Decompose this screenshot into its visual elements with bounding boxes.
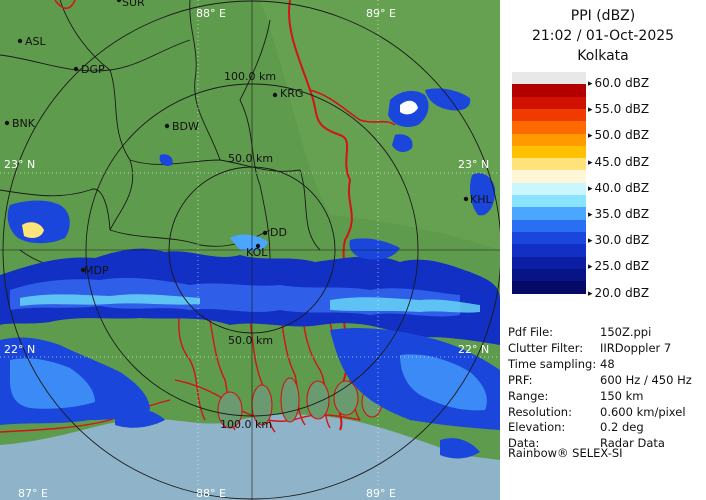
legend-label: 30.0 dBZ: [588, 233, 650, 247]
ring-label-100-south: 100.0 km: [220, 418, 272, 431]
place-krg: KRG: [280, 87, 303, 100]
place-dgp: DGP: [81, 63, 105, 76]
legend-band: [512, 72, 586, 85]
place-mdp: MDP: [84, 264, 109, 277]
metadata-key: Range:: [508, 388, 549, 403]
legend-band: [512, 231, 586, 245]
place-asl: ASL: [25, 35, 47, 48]
legend-band: [512, 170, 586, 184]
lat-label-23-left: 23° N: [4, 158, 35, 171]
metadata-key: Data:: [508, 436, 540, 451]
legend-band: [512, 84, 586, 98]
metadata-key: Pdf File:: [508, 325, 554, 339]
place-dd: DD: [270, 226, 287, 239]
legend-band: [512, 281, 586, 294]
legend-label: 25.0 dBZ: [588, 259, 650, 273]
legend-band: [512, 145, 586, 159]
legend-band: [512, 96, 586, 110]
legend-band: [512, 133, 586, 147]
legend-band: [512, 121, 586, 134]
metadata-key: Clutter Filter:: [508, 340, 584, 355]
place-bdw: BDW: [172, 120, 199, 133]
lon-label-89-top: 89° E: [366, 7, 396, 20]
metadata-key: Elevation:: [508, 420, 566, 435]
metadata-value: 0.2 deg: [600, 420, 644, 435]
legend-band: [512, 219, 586, 233]
legend-label: 50.0 dBZ: [588, 128, 650, 142]
metadata-value: 150 km: [600, 388, 644, 403]
legend-band: [512, 108, 586, 122]
legend-label: 40.0 dBZ: [588, 181, 650, 195]
metadata-value: 48: [600, 356, 615, 371]
legend-band: [512, 244, 586, 257]
ring-label-50-south: 50.0 km: [228, 334, 273, 347]
place-khl: KHL: [470, 193, 492, 206]
border-north-lobe: [309, 89, 396, 126]
legend-band: [512, 256, 586, 270]
metadata-value: 0.600 km/pixel: [600, 404, 686, 419]
lon-label-88-top: 88° E: [196, 7, 226, 20]
delta-islands: [217, 377, 383, 429]
legend-label: 45.0 dBZ: [588, 155, 650, 169]
lon-label-89-bottom: 89° E: [366, 487, 396, 500]
legend-label: 60.0 dBZ: [588, 76, 650, 90]
lat-label-22-left: 22° N: [4, 343, 35, 356]
metadata-value: Radar Data: [600, 436, 665, 451]
legend-label: 20.0 dBZ: [588, 286, 650, 300]
metadata-key: PRF:: [508, 372, 533, 387]
land-shade: [260, 0, 500, 250]
place-bnk: BNK: [12, 117, 36, 130]
legend-label: 55.0 dBZ: [588, 102, 650, 116]
legend-label: 35.0 dBZ: [588, 207, 650, 221]
bay-of-bengal: [0, 414, 500, 500]
radar-echoes: [0, 88, 500, 459]
lat-lon-grid: [0, 0, 500, 500]
lon-label-87-bottom: 87° E: [18, 487, 48, 500]
place-sur: SUR: [122, 0, 145, 9]
place-markers: [4, 0, 469, 273]
legend-band: [512, 195, 586, 208]
footer-credit: Rainbow® SELEX-SI: [508, 446, 623, 460]
range-spokes: [0, 0, 500, 500]
metadata-key: Time sampling:: [508, 356, 597, 371]
lon-label-88-bottom: 88° E: [196, 487, 226, 500]
legend-band: [512, 207, 586, 221]
legend-band: [512, 268, 586, 282]
metadata-key: Resolution:: [508, 404, 572, 419]
place-kol: KOL: [246, 246, 268, 259]
datetime-title: 21:02 / 01-Oct-2025: [531, 28, 675, 44]
border-top-left: [54, 0, 76, 10]
ring-label-100-north: 100.0 km: [224, 70, 276, 83]
product-title: PPI (dBZ): [570, 8, 636, 24]
metadata-value: 150Z.ppi: [600, 325, 652, 339]
radar-map: 50.0 km 100.0 km 50.0 km 100.0 km 88° E …: [0, 0, 500, 500]
ring-label-50-north: 50.0 km: [228, 152, 273, 165]
metadata-value: 600 Hz / 450 Hz: [600, 372, 692, 387]
radar-map-svg: 50.0 km 100.0 km 50.0 km 100.0 km 88° E …: [0, 0, 500, 500]
legend-band: [512, 182, 586, 196]
color-legend: [512, 72, 586, 294]
lat-label-23-right: 23° N: [458, 158, 489, 171]
legend-band: [512, 158, 586, 171]
lat-label-22-right: 22° N: [458, 343, 489, 356]
station-title: Kolkata: [577, 48, 629, 64]
info-panel: PPI (dBZ) 21:02 / 01-Oct-2025 Kolkata 60…: [500, 0, 706, 500]
metadata-value: IIRDoppler 7: [600, 340, 672, 355]
